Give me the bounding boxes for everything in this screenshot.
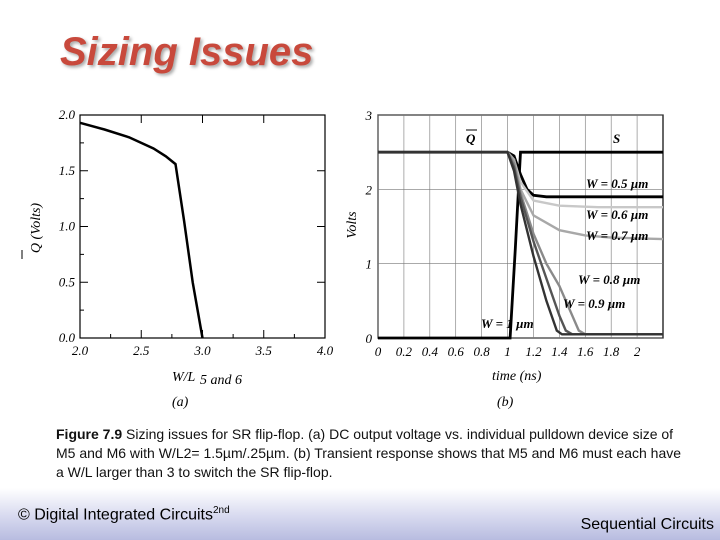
x-tick-label-b: 1.4 [551, 344, 568, 359]
y-tick-label-b: 2 [366, 182, 373, 197]
y-tick-label-a: 0.5 [59, 274, 76, 289]
x-tick-label-a: 3.5 [255, 343, 273, 358]
y-axis-label-b: Volts [345, 211, 360, 239]
figure-caption: Figure 7.9 Sizing issues for SR flip-flo… [56, 425, 688, 482]
annotation-q: Q [466, 131, 476, 146]
x-tick-label-b: 0 [375, 344, 382, 359]
x-tick-label-a: 2.0 [72, 343, 89, 358]
annotation-s: S [613, 131, 620, 146]
x-tick-label-a: 3.0 [193, 343, 211, 358]
x-tick-label-a: 4.0 [317, 343, 334, 358]
annotation-w09: W = 0.9 µm [563, 296, 625, 311]
annotation-w06: W = 0.6 µm [586, 207, 648, 222]
y-tick-label-a: 1.0 [59, 219, 76, 234]
x-tick-label-b: 1 [504, 344, 511, 359]
y-tick-label-a: 2.0 [59, 107, 76, 122]
annotation-w05: W = 0.5 µm [586, 176, 648, 191]
x-tick-label-b: 2 [634, 344, 641, 359]
slide-title: Sizing Issues [60, 30, 314, 74]
footer-left-text: © Digital Integrated Circuits [18, 506, 213, 524]
y-tick-label-a: 0.0 [59, 330, 76, 345]
series-line-b [378, 151, 663, 336]
y-tick-label-b: 3 [365, 108, 373, 123]
y-tick-label-b: 0 [366, 331, 373, 346]
footer-band [0, 488, 720, 540]
x-tick-label-b: 0.2 [396, 344, 413, 359]
annotation-w1: W = 1 µm [481, 316, 534, 331]
footer-left: © Digital Integrated Circuits2nd [18, 505, 230, 524]
footer-left-sup: 2nd [212, 505, 230, 516]
x-tick-label-a: 2.5 [133, 343, 150, 358]
x-tick-label-b: 0.6 [448, 344, 465, 359]
series-line-a [79, 121, 204, 339]
x-axis-label-a: W/L [172, 370, 196, 385]
x-tick-label-b: 1.8 [603, 344, 620, 359]
y-tick-label-a: 1.5 [59, 163, 76, 178]
x-tick-label-b: 1.6 [577, 344, 594, 359]
series-line-b [378, 150, 663, 340]
x-axis-label-b: time (ns) [492, 369, 542, 384]
caption-text: Sizing issues for SR flip-flop. (a) DC o… [56, 426, 682, 480]
panel-a-tag: (a) [172, 395, 189, 410]
annotation-w08: W = 0.8 µm [578, 272, 640, 287]
annotation-w07: W = 0.7 µm [586, 228, 648, 243]
footer-right: Sequential Circuits [580, 516, 714, 533]
x-tick-label-b: 1.2 [525, 344, 542, 359]
panel-b-tag: (b) [497, 395, 514, 410]
caption-label: Figure 7.9 [56, 426, 123, 442]
x-tick-label-b: 0.4 [422, 344, 439, 359]
x-tick-label-b: 0.8 [474, 344, 491, 359]
x-axis-label-sub-a: 5 and 6 [200, 373, 242, 388]
y-axis-label-a: Q (Volts) [29, 203, 44, 254]
y-tick-label-b: 1 [366, 257, 373, 272]
